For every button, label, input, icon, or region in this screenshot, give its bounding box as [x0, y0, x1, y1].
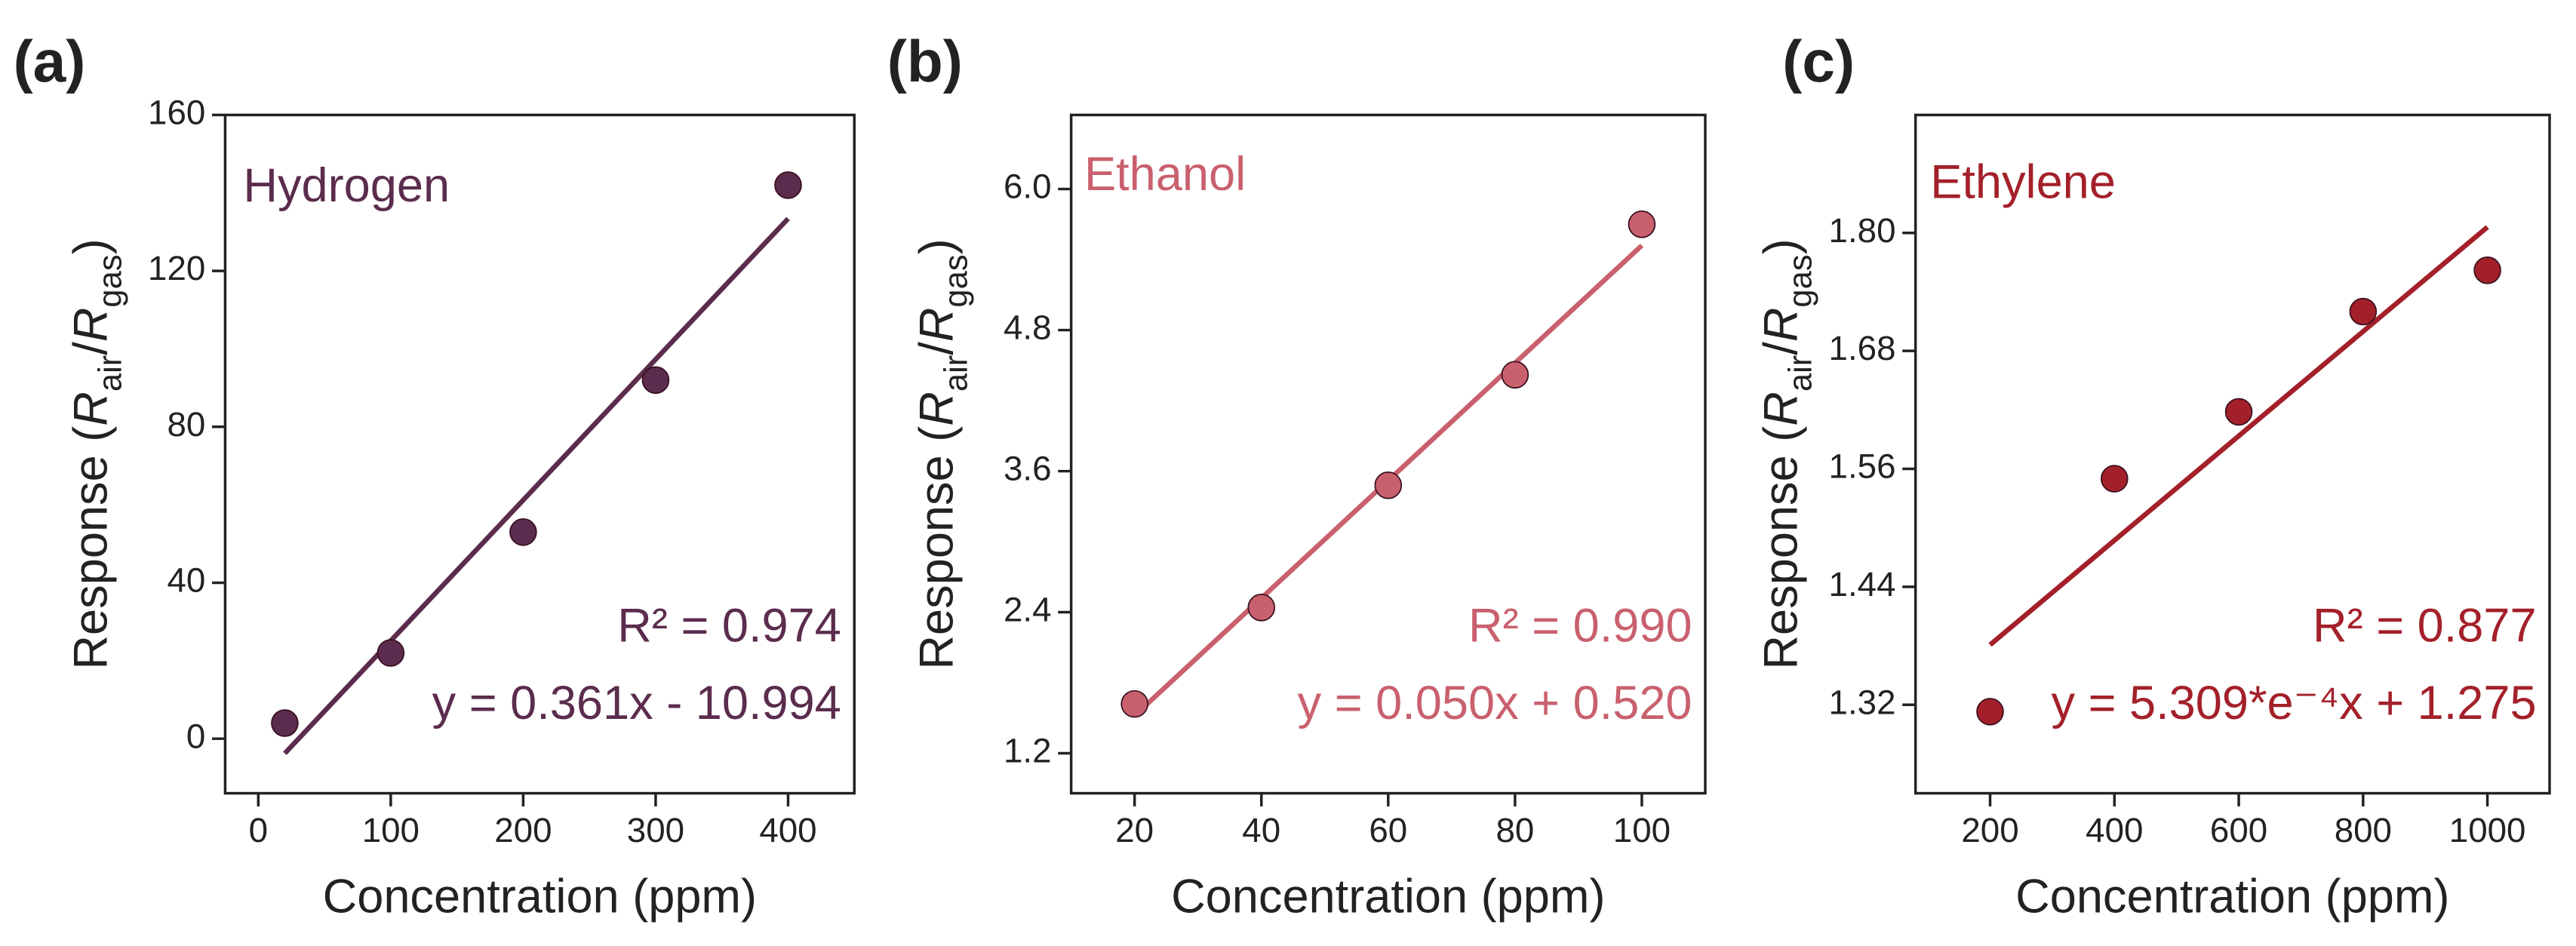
x-tick-label: 400	[2086, 811, 2143, 849]
y-axis-label-part: air	[92, 355, 128, 392]
x-tick-label: 400	[759, 811, 816, 849]
gas-name: Ethanol	[1084, 148, 1246, 201]
x-tick-label: 300	[627, 811, 684, 849]
x-axis-label: Concentration (ppm)	[2015, 871, 2449, 923]
data-point	[2100, 465, 2129, 493]
data-point	[1501, 361, 1529, 389]
x-tick-label: 20	[1115, 811, 1154, 849]
data-point	[509, 518, 537, 546]
data-point	[1976, 698, 2004, 726]
y-axis-label-part: )	[64, 238, 117, 254]
x-tick-label: 1000	[2449, 811, 2526, 849]
data-point	[1120, 690, 1148, 718]
x-axis-label: Concentration (ppm)	[323, 871, 757, 923]
y-tick-label: 1.80	[1829, 211, 1896, 250]
y-axis-label-part: gas	[1782, 254, 1818, 307]
plot-frame	[223, 113, 856, 795]
y-axis-label-part: R	[64, 308, 117, 342]
data-point	[1247, 594, 1276, 622]
x-tick-label: 600	[2210, 811, 2267, 849]
r-squared: R² = 0.990	[1468, 599, 1692, 652]
y-tick-label: 1.56	[1829, 447, 1896, 486]
y-axis-label-part: /	[64, 342, 117, 355]
y-tick-label: 40	[167, 561, 205, 600]
y-tick-label: 160	[148, 93, 205, 131]
data-point	[1628, 210, 1656, 238]
x-tick-label: 200	[494, 811, 552, 849]
y-axis-label-part: R	[1754, 308, 1807, 342]
y-axis-label: Response (Rair/Rgas)	[1754, 238, 1818, 669]
y-tick-label: 1.44	[1829, 565, 1896, 604]
x-tick-label: 40	[1242, 811, 1280, 849]
data-point	[271, 709, 299, 737]
y-axis-label-part: Response (	[1754, 426, 1807, 670]
y-tick-label: 120	[148, 249, 205, 287]
panel-label: (c)	[1782, 28, 1855, 94]
data-point	[641, 366, 670, 395]
y-axis-label-part: /	[1754, 342, 1807, 355]
data-point	[2349, 297, 2378, 326]
y-tick-label: 1.32	[1829, 683, 1896, 721]
y-axis-label-part: )	[910, 238, 963, 254]
y-axis-label-part: /	[910, 342, 963, 355]
y-axis-label: Response (Rair/Rgas)	[64, 238, 128, 669]
y-axis-label-part: air	[938, 355, 974, 392]
y-axis-label-part: R	[64, 392, 117, 426]
y-tick-label: 6.0	[1004, 167, 1052, 206]
y-tick-label: 4.8	[1004, 309, 1052, 347]
data-point	[377, 639, 405, 667]
x-tick-label: 200	[1961, 811, 2018, 849]
x-tick-label: 80	[1495, 811, 1534, 849]
y-axis-label-part: )	[1754, 238, 1807, 254]
y-tick-label: 80	[167, 405, 205, 444]
data-point	[1374, 471, 1403, 499]
x-tick-label: 100	[1613, 811, 1671, 849]
x-tick-label: 60	[1369, 811, 1407, 849]
y-tick-label: 2.4	[1004, 591, 1052, 629]
data-point	[2473, 256, 2501, 284]
y-tick-label: 1.2	[1004, 732, 1052, 770]
y-axis-label-part: R	[1754, 392, 1807, 426]
panel-label: (a)	[14, 28, 86, 94]
y-axis-label: Response (Rair/Rgas)	[910, 238, 974, 669]
plot-frame	[1914, 113, 2551, 795]
fit-line	[283, 217, 790, 755]
x-tick-label: 800	[2335, 811, 2392, 849]
fit-equation: y = 0.050x + 0.520	[1298, 677, 1692, 729]
gas-name: Ethylene	[1930, 156, 2116, 209]
fit-line	[1988, 225, 2489, 647]
fit-equation: y = 5.309*e⁻⁴x + 1.275	[2052, 677, 2537, 729]
y-axis-label-part: Response (	[910, 426, 963, 670]
x-tick-label: 100	[362, 811, 420, 849]
fit-equation: y = 0.361x - 10.994	[432, 677, 841, 729]
r-squared: R² = 0.974	[617, 599, 841, 652]
y-axis-label-part: R	[910, 308, 963, 342]
x-tick-label: 0	[249, 811, 268, 849]
y-axis-label-part: R	[910, 392, 963, 426]
y-axis-label-part: Response (	[64, 426, 117, 670]
x-axis-label: Concentration (ppm)	[1171, 871, 1605, 923]
data-point	[2224, 398, 2253, 426]
gas-name: Hydrogen	[243, 159, 450, 212]
y-axis-label-part: gas	[938, 254, 974, 307]
panel-label: (b)	[887, 28, 963, 94]
y-axis-label-part: gas	[92, 254, 128, 307]
y-tick-label: 3.6	[1004, 450, 1052, 488]
y-tick-label: 1.68	[1829, 329, 1896, 367]
r-squared: R² = 0.877	[2313, 599, 2537, 652]
y-axis-label-part: air	[1782, 355, 1818, 392]
data-point	[774, 171, 802, 199]
y-tick-label: 0	[186, 717, 205, 755]
